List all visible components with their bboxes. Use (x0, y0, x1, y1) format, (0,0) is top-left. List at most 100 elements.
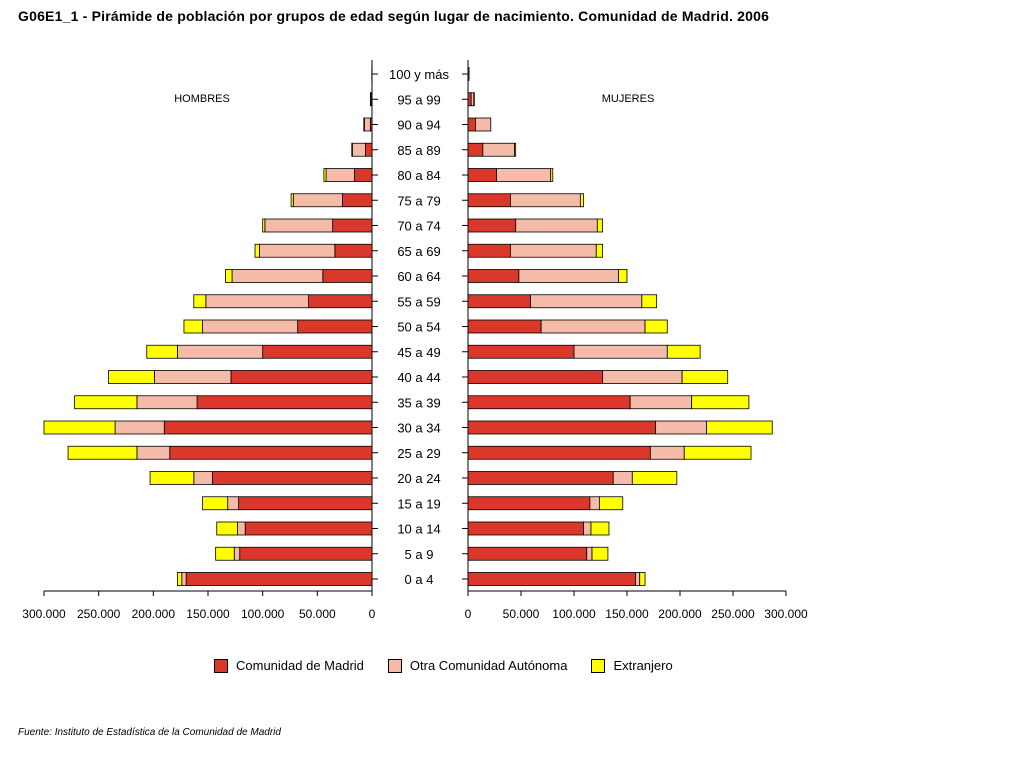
bar-hombres (67, 445, 138, 460)
right-x-tick-label: 250.000 (711, 607, 755, 621)
hombres-label: HOMBRES (174, 93, 230, 105)
bar-hombres (176, 344, 264, 359)
bar-mujeres (467, 142, 484, 157)
bar-hombres (205, 294, 309, 309)
bar-hombres (239, 546, 373, 561)
bar-hombres (351, 142, 353, 157)
bar-hombres (262, 344, 373, 359)
bar-hombres (211, 471, 373, 485)
bar-hombres (290, 193, 294, 208)
legend: Comunidad de Madrid Otra Comunidad Autón… (214, 658, 697, 673)
bar-hombres (136, 445, 171, 460)
bar-mujeres (467, 92, 472, 107)
bar-mujeres (530, 294, 643, 309)
bar-mujeres (496, 168, 552, 182)
bar-mujeres (631, 471, 678, 485)
bar-hombres (323, 168, 327, 182)
bar-hombres (227, 496, 240, 511)
legend-item-otra: Otra Comunidad Autónoma (387, 658, 567, 673)
bar-mujeres (655, 420, 707, 435)
bar-hombres (230, 370, 373, 384)
bar-mujeres (596, 218, 604, 233)
age-group-label: 95 a 99 (397, 92, 440, 107)
bar-hombres (149, 471, 195, 485)
bar-hombres (216, 521, 238, 536)
bar-hombres (254, 243, 260, 258)
bar-hombres (185, 572, 373, 586)
bar-hombres (351, 142, 366, 157)
bar-mujeres (591, 546, 609, 561)
bar-hombres (225, 269, 233, 283)
left-x-tick-label: 200.000 (132, 607, 176, 621)
bar-mujeres (644, 319, 668, 334)
age-group-label: 5 a 9 (405, 547, 434, 562)
age-group-label: 50 a 54 (397, 320, 440, 335)
bar-hombres (363, 117, 371, 132)
age-group-label: 85 a 89 (397, 143, 440, 158)
bar-mujeres (509, 243, 597, 258)
bar-hombres (193, 294, 207, 309)
age-group-label: 60 a 64 (397, 269, 440, 284)
bar-hombres (146, 344, 178, 359)
bar-mujeres (467, 521, 584, 536)
legend-swatch-madrid (214, 658, 228, 673)
bar-hombres (365, 142, 373, 157)
legend-label-extranjero: Extranjero (613, 658, 673, 673)
age-group-label: 25 a 29 (397, 446, 440, 461)
bar-mujeres (691, 395, 750, 410)
bar-hombres (342, 193, 373, 208)
bar-hombres (238, 496, 373, 511)
left-x-tick-label: 100.000 (241, 607, 285, 621)
left-x-tick-label: 300.000 (22, 607, 66, 621)
right-x-tick-label: 200.000 (658, 607, 702, 621)
bar-mujeres (475, 117, 492, 132)
age-group-label: 35 a 39 (397, 395, 440, 410)
bar-mujeres (649, 445, 685, 460)
age-group-label: 90 a 94 (397, 118, 440, 133)
bar-mujeres (666, 344, 701, 359)
legend-item-madrid: Comunidad de Madrid (214, 658, 364, 673)
bar-mujeres (583, 521, 592, 536)
bar-mujeres (540, 319, 646, 334)
bar-hombres (108, 370, 155, 384)
legend-label-madrid: Comunidad de Madrid (236, 658, 364, 673)
bar-hombres (297, 319, 373, 334)
bar-mujeres (467, 319, 542, 334)
legend-swatch-extranjero (591, 658, 606, 673)
bar-mujeres (467, 370, 604, 384)
bar-hombres (308, 294, 373, 309)
left-x-tick-label: 50.000 (299, 607, 336, 621)
bar-mujeres (509, 193, 581, 208)
bar-mujeres (467, 117, 476, 132)
bar-mujeres (602, 370, 683, 384)
bar-mujeres (573, 344, 668, 359)
bar-hombres (237, 521, 246, 536)
mujeres-label: MUJERES (602, 93, 655, 105)
age-group-label: 80 a 84 (397, 168, 440, 183)
bar-hombres (183, 319, 203, 334)
bar-hombres (244, 521, 373, 536)
bar-mujeres (590, 521, 610, 536)
source-note: Fuente: Instituto de Estadística de la C… (18, 727, 281, 738)
bar-mujeres (467, 546, 588, 561)
bar-hombres (181, 572, 187, 586)
bar-mujeres (589, 496, 600, 511)
bar-hombres (193, 471, 213, 485)
age-group-label: 70 a 74 (397, 219, 440, 234)
age-group-label: 10 a 14 (397, 522, 440, 537)
bar-mujeres (599, 496, 624, 511)
bar-mujeres (515, 218, 598, 233)
bar-hombres (264, 218, 334, 233)
chart-title: G06E1_1 - Pirámide de población por grup… (18, 8, 770, 24)
bar-mujeres (473, 92, 475, 107)
bar-mujeres (467, 496, 591, 511)
left-x-tick-label: 150.000 (186, 607, 230, 621)
bar-mujeres (467, 193, 511, 208)
age-group-label: 0 a 4 (405, 572, 434, 587)
bar-mujeres (467, 294, 531, 309)
bar-hombres (325, 168, 355, 182)
bar-mujeres (639, 572, 646, 586)
right-x-tick-label: 100.000 (552, 607, 596, 621)
bar-mujeres (467, 471, 614, 485)
bar-mujeres (579, 193, 584, 208)
